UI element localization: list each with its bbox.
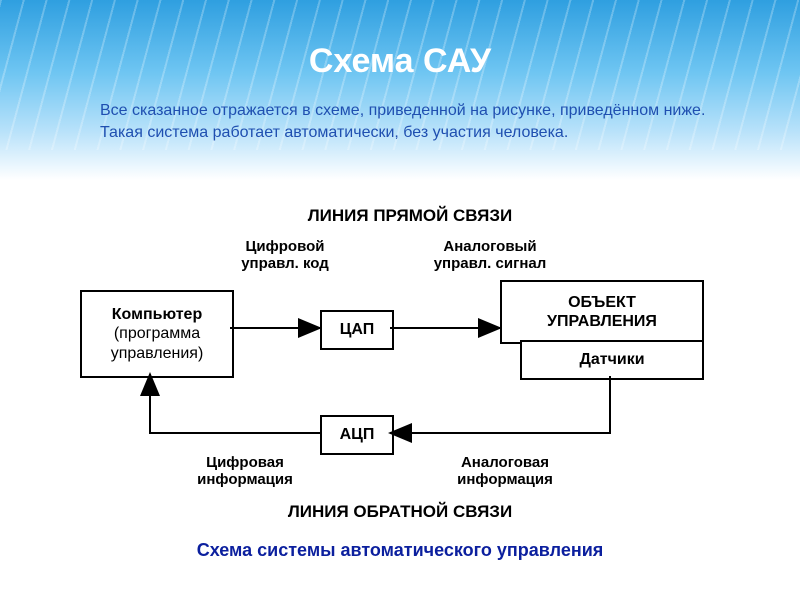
slide-subtitle: Все сказанное отражается в схеме, привед…	[100, 100, 720, 143]
arrow-adc-to-computer	[150, 374, 320, 433]
arrows-svg	[80, 210, 720, 520]
slide-background: Схема САУ Все сказанное отражается в схе…	[0, 0, 800, 600]
slide-title: Схема САУ	[0, 42, 800, 81]
arrow-sensors-drop	[520, 376, 610, 433]
diagram-caption: Схема системы автоматического управления	[0, 540, 800, 561]
diagram-area: Компьютер (программа управления) ЦАП АЦП…	[80, 210, 720, 520]
